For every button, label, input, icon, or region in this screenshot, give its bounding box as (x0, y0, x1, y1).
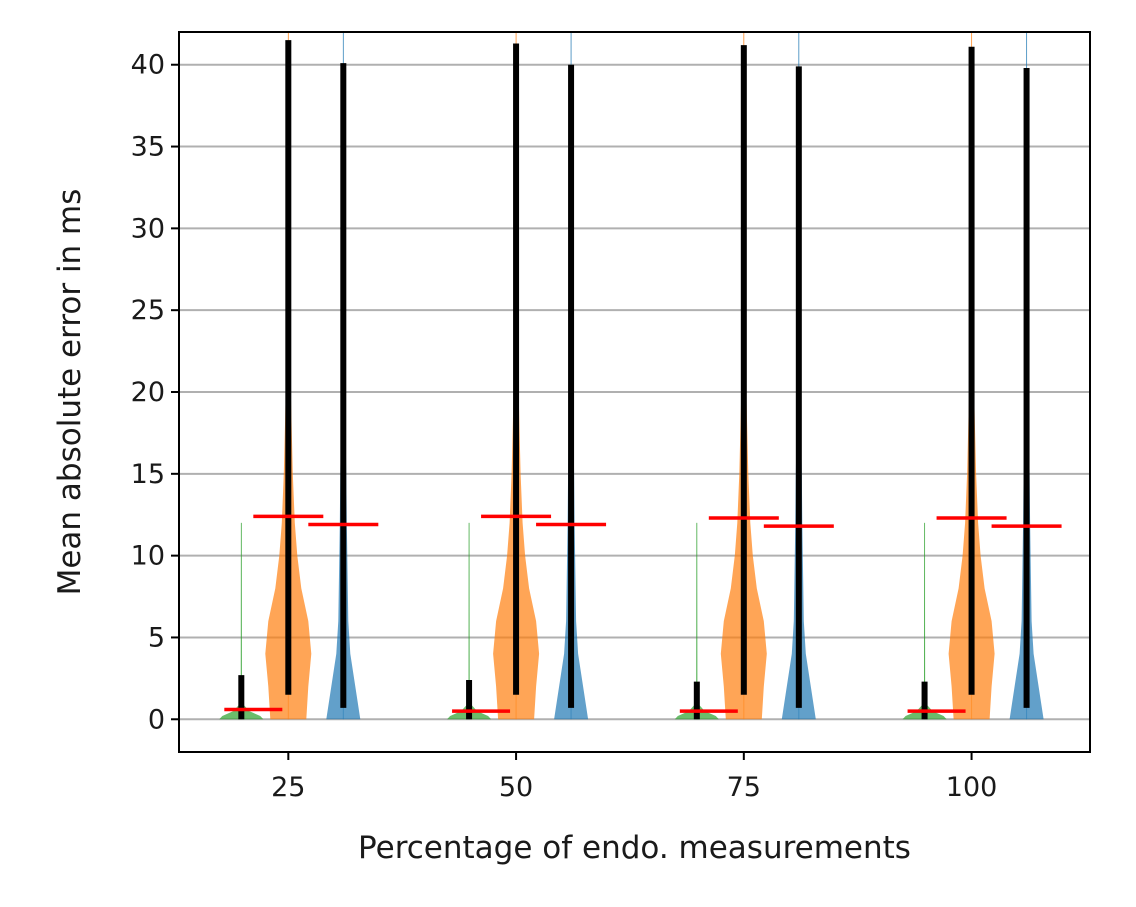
y-tick-label: 30 (131, 213, 165, 244)
range-bars (238, 40, 1030, 720)
y-tick-label: 0 (148, 704, 165, 735)
y-tick-label: 15 (131, 459, 165, 490)
y-axis-label: Mean absolute error in ms (52, 189, 88, 596)
x-tick-label: 25 (271, 772, 305, 803)
y-tick-label: 20 (131, 377, 165, 408)
y-tick-label: 5 (148, 622, 165, 653)
x-tick-label: 100 (946, 772, 998, 803)
y-axis: 0 5 10 15 20 25 30 35 40 (131, 50, 179, 735)
x-axis: 25 50 75 100 (271, 752, 997, 803)
grid-lines (179, 63, 1090, 721)
x-tick-label: 50 (499, 772, 533, 803)
x-tick-label: 75 (727, 772, 761, 803)
y-tick-label: 10 (131, 541, 165, 572)
y-tick-label: 35 (131, 132, 165, 163)
y-tick-label: 40 (131, 50, 165, 81)
y-tick-label: 25 (131, 295, 165, 326)
x-axis-label: Percentage of endo. measurements (358, 830, 911, 866)
mean-lines (224, 514, 1062, 713)
